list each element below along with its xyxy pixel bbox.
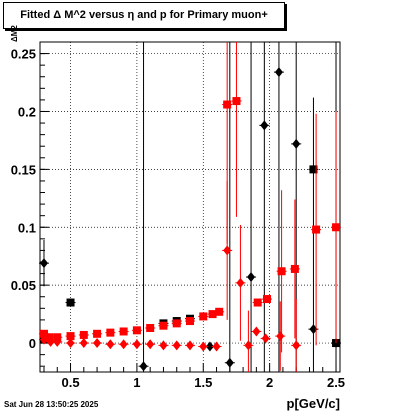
data-point	[119, 339, 128, 350]
x-axis-label: p[GeV/c]	[286, 396, 340, 411]
y-axis-label: ΔM2	[10, 25, 19, 42]
x-tick-label: 2	[266, 375, 273, 390]
data-point	[186, 340, 194, 351]
data-point	[46, 336, 55, 347]
data-point	[253, 298, 262, 307]
data-point	[236, 277, 245, 288]
data-point	[53, 336, 62, 347]
data-point	[309, 324, 318, 335]
data-point	[39, 258, 48, 269]
data-point	[172, 319, 181, 328]
data-point	[106, 339, 115, 350]
data-point	[146, 324, 155, 332]
data-point	[159, 321, 168, 330]
y-tick-label: 0.25	[11, 47, 36, 62]
data-point	[261, 333, 270, 344]
data-point	[93, 329, 102, 338]
data-point	[45, 333, 54, 342]
data-point	[66, 338, 75, 349]
data-point	[132, 326, 141, 335]
timestamp: Sat Jun 28 13:50:25 2025	[4, 400, 99, 409]
y-tick-label: 0	[29, 336, 36, 351]
data-point	[292, 138, 301, 149]
data-point	[79, 330, 88, 339]
data-point	[172, 340, 181, 351]
data-point	[290, 264, 299, 273]
y-tick-label: 0.15	[11, 162, 36, 177]
data-point	[146, 339, 155, 350]
data-points	[38, 42, 342, 372]
data-point	[292, 340, 301, 351]
data-point	[186, 317, 194, 326]
data-point	[260, 120, 269, 131]
data-point	[223, 245, 232, 256]
data-point	[223, 100, 232, 109]
data-point	[159, 340, 168, 351]
axes: 0.5 1 1.5 2 2.5 0 0.05 0.1 0.15 0.2 0.25	[11, 41, 345, 390]
data-point	[215, 307, 224, 316]
data-point	[274, 67, 283, 78]
data-point	[332, 223, 341, 232]
data-point	[139, 361, 148, 372]
x-tick-label: 0.5	[61, 375, 79, 390]
data-point	[66, 332, 75, 341]
x-tick-label: 2.5	[327, 375, 345, 390]
data-point	[276, 331, 285, 342]
data-point	[132, 339, 141, 350]
data-point	[79, 338, 88, 349]
data-point	[39, 329, 48, 338]
y-tick-label: 0.1	[18, 220, 36, 235]
data-point	[232, 97, 241, 106]
data-point	[208, 310, 217, 319]
chart-title-box: Fitted Δ M^2 versus η and p for Primary …	[3, 2, 285, 29]
data-point	[205, 341, 214, 352]
y-tick-label: 0.05	[11, 278, 36, 293]
x-tick-label: 1	[133, 375, 140, 390]
data-point	[212, 341, 221, 352]
data-point	[66, 298, 75, 307]
data-point	[93, 338, 102, 349]
data-point	[199, 312, 208, 321]
data-point	[252, 326, 261, 337]
data-point	[247, 272, 256, 283]
x-tick-label: 1.5	[194, 375, 212, 390]
data-point	[312, 225, 321, 234]
data-point	[277, 267, 286, 276]
data-point	[119, 327, 128, 336]
data-point	[199, 341, 208, 352]
data-point	[262, 295, 271, 304]
data-point	[106, 328, 115, 337]
y-tick-label: 0.2	[18, 104, 36, 119]
data-point	[225, 357, 234, 368]
data-point	[244, 340, 253, 351]
chart-title: Fitted Δ M^2 versus η and p for Primary …	[20, 9, 268, 21]
